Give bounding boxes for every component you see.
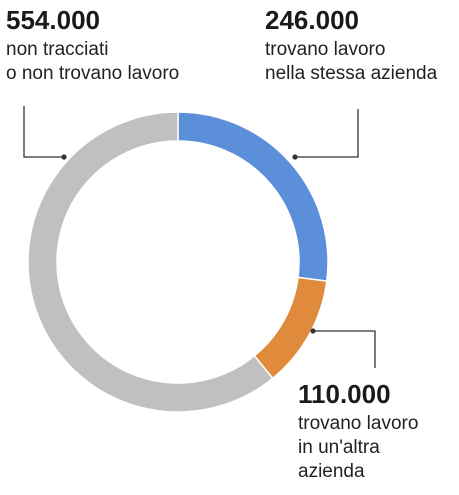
value-label-not-traced: 554.000 <box>6 5 100 35</box>
category-label-line: trovano lavoro <box>298 413 419 434</box>
leader-line-not-traced <box>23 106 64 158</box>
label-same-company: 246.000 trovano lavoro nella stessa azie… <box>265 6 437 86</box>
category-label-other-company: trovano lavoro in un'altra azienda <box>298 412 418 484</box>
value-label-other-company: 110.000 <box>298 379 391 409</box>
category-label-line: o non trovano lavoro <box>6 63 180 84</box>
leader-dot <box>61 154 67 160</box>
leader-lines <box>23 106 376 368</box>
value-label-same-company: 246.000 <box>265 5 359 35</box>
leader-line-same-company <box>295 109 359 158</box>
donut-slices <box>27 111 329 413</box>
label-not-traced: 554.000 non tracciati o non trovano lavo… <box>6 6 179 86</box>
label-other-company: 110.000 trovano lavoro in un'altra azien… <box>298 380 418 484</box>
leader-dot <box>292 154 298 160</box>
donut-slice-not-traced <box>27 111 274 413</box>
category-label-line: in un'altra <box>298 437 380 458</box>
leader-dot <box>310 328 316 334</box>
leader-line-other-company <box>313 330 376 368</box>
category-label-not-traced: non tracciati o non trovano lavoro <box>6 38 179 86</box>
donut-slice-other-company <box>253 276 328 380</box>
category-label-line: azienda <box>298 461 365 482</box>
category-label-line: nella stessa azienda <box>265 63 438 84</box>
category-label-line: trovano lavoro <box>265 39 386 60</box>
donut-slice-same-company <box>177 111 329 282</box>
category-label-line: non tracciati <box>6 39 109 60</box>
category-label-same-company: trovano lavoro nella stessa azienda <box>265 38 437 86</box>
